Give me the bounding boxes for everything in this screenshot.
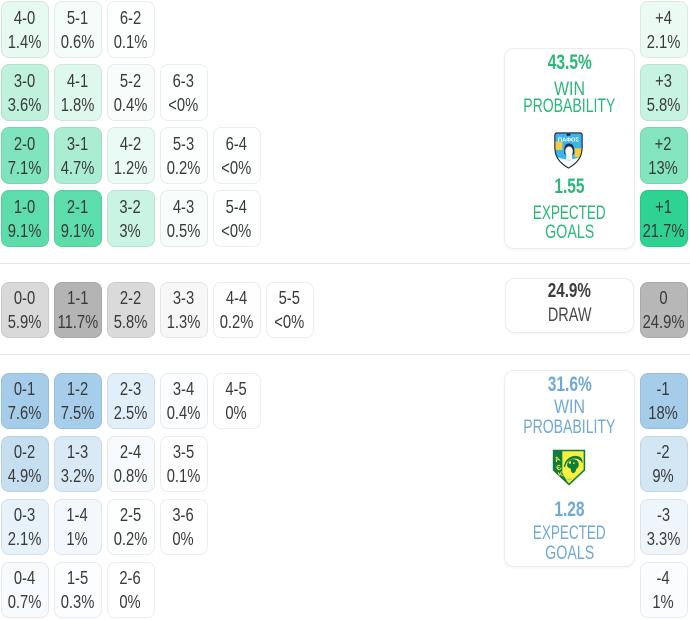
- svg-text:ΠΑΦΟΣ: ΠΑΦΟΣ: [558, 138, 580, 144]
- svg-text:Α: Α: [553, 454, 561, 464]
- svg-text:1994: 1994: [566, 477, 572, 481]
- svg-text:Κ: Κ: [557, 469, 565, 479]
- svg-text:Є: Є: [555, 462, 563, 472]
